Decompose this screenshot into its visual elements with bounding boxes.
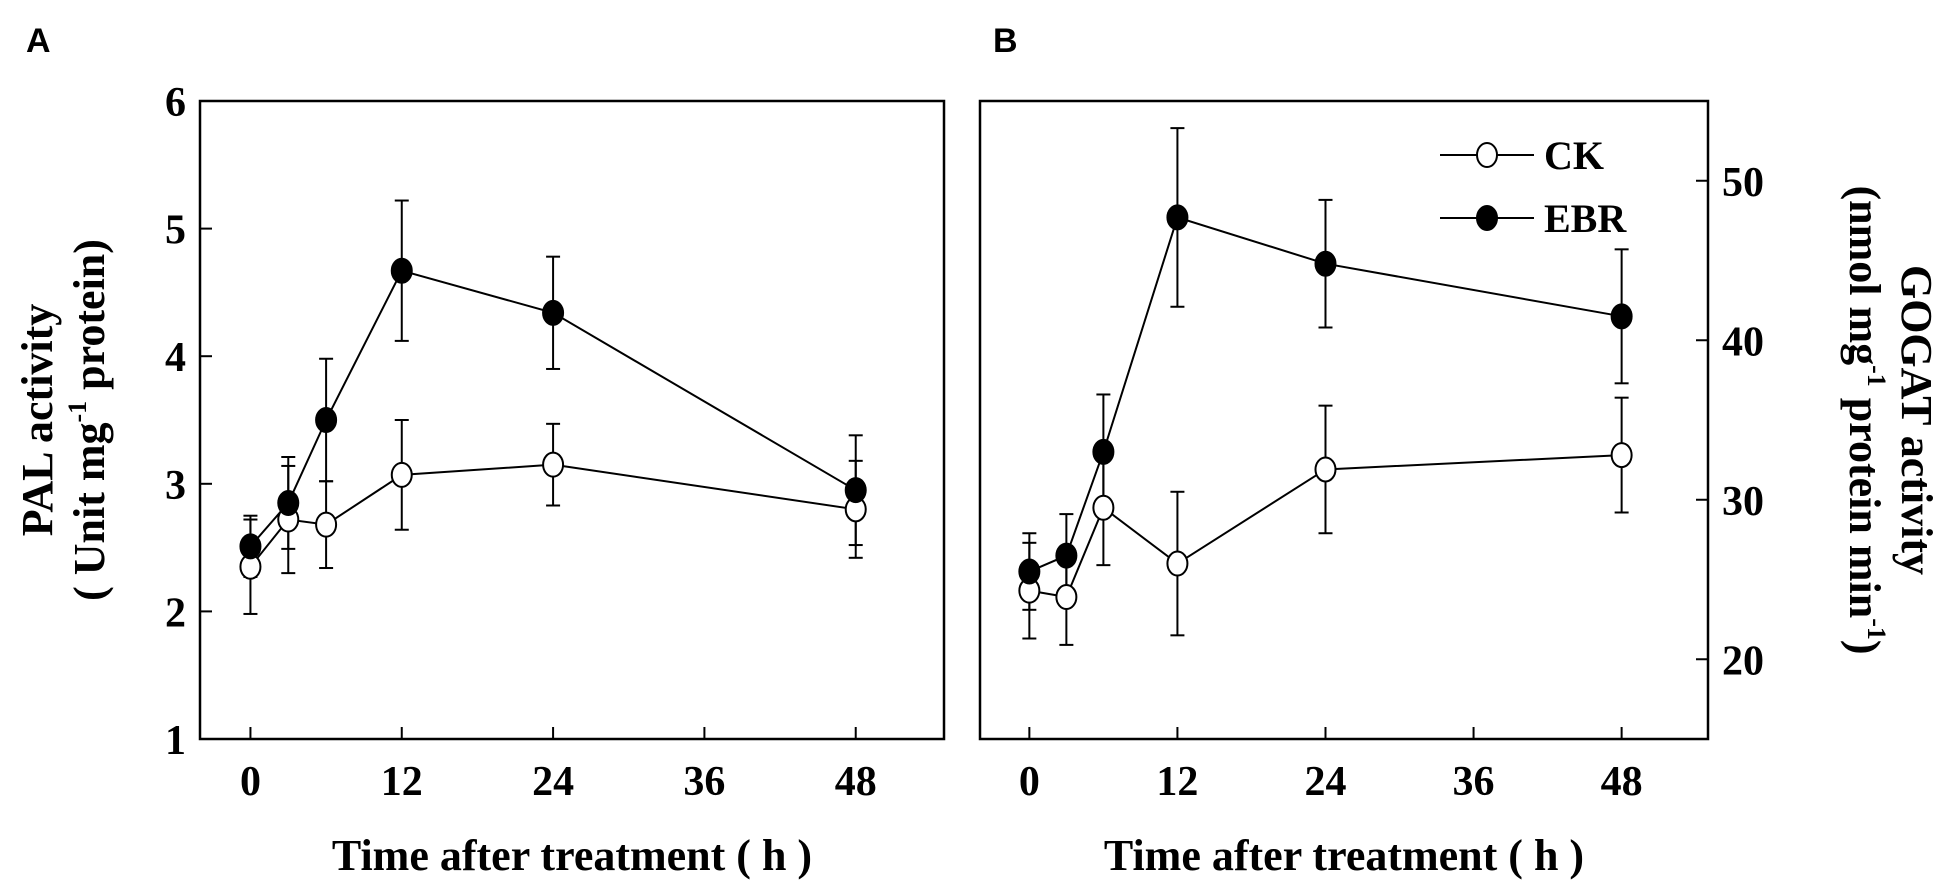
- panel-b-ylabel-line1: GOGAT activity: [1892, 265, 1933, 575]
- panel-b-xtick-label-48: 48: [1601, 759, 1643, 805]
- panel-a-ytick-label-1: 1: [165, 718, 186, 764]
- panel-a-xlabel: Time after treatment ( h ): [332, 831, 812, 880]
- legend-ebr-label: EBR: [1544, 196, 1627, 241]
- panel-b-ylabel-unit: (nmol mg: [1840, 185, 1889, 365]
- panel-b-ck-point-3: [1166, 550, 1189, 577]
- panel-a-xtick-label-24: 24: [532, 759, 574, 805]
- legend-ebr-marker: [1476, 205, 1498, 231]
- panel-b-ebr-point-0: [1018, 558, 1041, 585]
- panel-a-ylabel: PAL activity ( Unit mg-1 protein): [13, 239, 114, 601]
- legend: CK EBR: [1440, 133, 1627, 241]
- panel-b-ebr-point-4: [1314, 250, 1337, 277]
- panel-b-plot-frame: [978, 99, 1710, 741]
- panel-b-ytick-label-20: 20: [1722, 638, 1764, 684]
- panel-a-ck-point-3: [390, 461, 413, 488]
- panel-b-marks: 0 12 24 36 48 20 30 40 50: [1018, 127, 1764, 805]
- panel-b-ck-point-1: [1055, 584, 1078, 611]
- panel-a-xtick-label-48: 48: [835, 759, 877, 805]
- panel-a-ytick-label-6: 6: [165, 80, 186, 126]
- panel-b-xtick-label-12: 12: [1156, 759, 1198, 805]
- panel-b-ylabel: GOGAT activity (nmol mg-1 protein min-1): [1840, 185, 1933, 654]
- panel-a-ck-point-4: [542, 451, 565, 478]
- panel-a-ebr-point-4: [542, 299, 565, 326]
- panel-a-ebr-point-3: [390, 257, 413, 284]
- panel-a-ytick-label-4: 4: [165, 335, 186, 381]
- panel-a-ebr-point-2: [315, 407, 338, 433]
- panel-b-ytick-label-30: 30: [1722, 479, 1764, 525]
- panel-a-xtick-label-12: 12: [381, 759, 423, 805]
- panel-b-ylabel-end: ): [1840, 640, 1889, 655]
- legend-ck-marker: [1476, 142, 1498, 168]
- panel-a-ylabel-line2: ( Unit mg-1 protein): [63, 239, 114, 601]
- panel-b-ylabel-line2: (nmol mg-1 protein min-1): [1840, 185, 1891, 654]
- panel-b-xtick-label-0: 0: [1019, 759, 1040, 805]
- panel-b-ck-point-2: [1092, 494, 1115, 521]
- panel-b-ebr-point-2: [1092, 438, 1115, 465]
- panel-b-ebr-point-5: [1610, 303, 1633, 330]
- panel-a-ytick-label-2: 2: [165, 590, 186, 636]
- panel-b-ebr-point-3: [1166, 204, 1189, 231]
- panel-a-ylabel-line1: PAL activity: [13, 304, 62, 537]
- panel-a-ylabel-unit: ( Unit mg: [65, 422, 114, 600]
- panel-b-ebr-point-1: [1055, 542, 1078, 569]
- panel-b-xtick-label-24: 24: [1304, 759, 1346, 805]
- panel-b-ytick-label-40: 40: [1722, 319, 1764, 365]
- panel-a-ck-point-2: [315, 511, 338, 538]
- panel-a-ebr-point-0: [239, 533, 262, 560]
- panel-a-ytick-label-3: 3: [165, 463, 186, 509]
- panel-a-letter: A: [26, 22, 51, 60]
- panel-a-ytick-label-5: 5: [165, 208, 186, 254]
- panel-a-plot-frame: [198, 99, 946, 741]
- panel-a-ylabel-sup: -1: [63, 401, 92, 423]
- panel-b-ylabel-sup: -1: [1862, 365, 1891, 387]
- panel-a-xtick-label-0: 0: [240, 759, 261, 805]
- panel-a-ebr-point-1: [277, 489, 300, 516]
- panel-b-letter: B: [993, 22, 1018, 60]
- panel-b-ytick-label-50: 50: [1722, 160, 1764, 206]
- legend-ck-label: CK: [1544, 133, 1604, 178]
- panel-a-ylabel-end: protein): [65, 239, 114, 401]
- panel-b-xlabel: Time after treatment ( h ): [1104, 831, 1584, 880]
- panel-b-xtick-label-36: 36: [1453, 759, 1495, 805]
- panel-a-xtick-label-36: 36: [683, 759, 725, 805]
- panel-b-ylabel-sup2: -1: [1862, 618, 1891, 640]
- panel-b-ck-point-4: [1314, 456, 1337, 483]
- panel-b-ck-point-5: [1610, 442, 1633, 469]
- panel-b-ylabel-mid: protein min: [1840, 387, 1889, 618]
- panel-a-ebr-point-5: [844, 477, 867, 504]
